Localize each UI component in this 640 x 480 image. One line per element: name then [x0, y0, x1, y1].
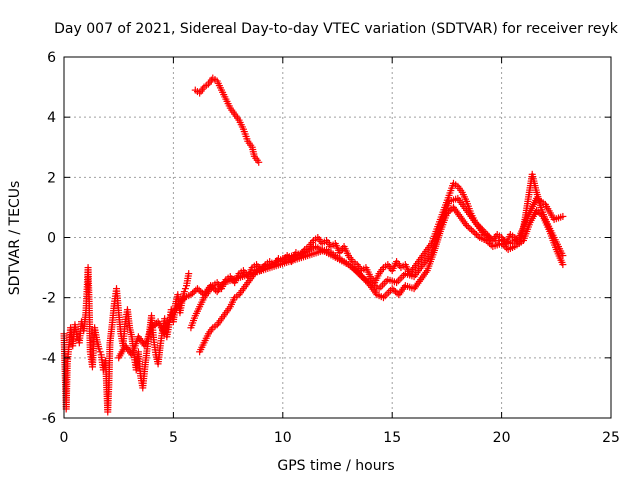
- data-point: [95, 345, 103, 353]
- x-tick-label: 5: [169, 430, 178, 446]
- y-tick-label: 0: [47, 231, 56, 247]
- data-point: [381, 292, 389, 300]
- data-point: [538, 211, 546, 219]
- data-point: [151, 321, 159, 329]
- data-point: [482, 237, 490, 245]
- data-point: [187, 291, 195, 299]
- data-point: [185, 270, 193, 278]
- data-point: [463, 221, 471, 229]
- chart-title: Day 007 of 2021, Sidereal Day-to-day VTE…: [54, 21, 619, 37]
- data-marks: [60, 74, 567, 416]
- data-point: [377, 283, 385, 291]
- x-tick-label: 20: [493, 430, 511, 446]
- series-segment-middle: [115, 194, 567, 362]
- data-point: [534, 208, 542, 216]
- y-tick-label: 4: [47, 110, 56, 126]
- y-tick-label: -4: [42, 351, 56, 367]
- data-point: [74, 336, 82, 344]
- data-point: [487, 241, 495, 249]
- axis-ticks: 0 5 10 15 20 25 -6 -4 -2 0 2 4 6: [42, 50, 620, 446]
- x-axis-label: GPS time / hours: [277, 458, 394, 474]
- y-tick-label: 6: [47, 50, 56, 66]
- data-point: [391, 288, 399, 296]
- x-tick-label: 10: [274, 430, 292, 446]
- y-tick-label: 2: [47, 170, 56, 186]
- data-point: [197, 288, 205, 296]
- data-point: [486, 240, 494, 248]
- data-point: [464, 223, 472, 231]
- data-point: [255, 158, 263, 166]
- data-point: [469, 227, 477, 235]
- data-point: [474, 232, 482, 240]
- x-tick-label: 0: [60, 430, 69, 446]
- data-point: [559, 261, 567, 269]
- series-segment-upper: [191, 74, 263, 166]
- data-point: [96, 348, 104, 356]
- data-point: [466, 224, 474, 232]
- data-point: [181, 285, 189, 293]
- data-point: [501, 243, 509, 251]
- y-tick-label: -6: [42, 411, 56, 427]
- series-segment-lower: [196, 203, 567, 356]
- y-axis-label: SDTVAR / TECUs: [7, 181, 23, 296]
- grid-lines: [64, 57, 611, 418]
- data-point: [190, 288, 198, 296]
- data-point: [394, 277, 402, 285]
- x-tick-label: 15: [383, 430, 401, 446]
- data-point: [382, 277, 390, 285]
- data-point: [388, 285, 396, 293]
- data-point: [208, 283, 216, 291]
- data-point: [148, 324, 156, 332]
- series-segment-main: [187, 170, 567, 332]
- data-point: [210, 285, 218, 293]
- series-segment-early: [60, 264, 193, 416]
- data-point: [471, 229, 479, 237]
- data-point: [149, 322, 157, 330]
- x-tick-label: 25: [602, 430, 620, 446]
- data-point: [193, 285, 201, 293]
- data-point: [180, 288, 188, 296]
- data-point: [195, 286, 203, 294]
- data-point: [390, 286, 398, 294]
- data-point: [536, 209, 544, 217]
- data-point: [472, 230, 480, 238]
- data-point: [484, 238, 492, 246]
- data-point: [468, 226, 476, 234]
- data-point: [189, 289, 197, 297]
- y-tick-label: -2: [42, 291, 56, 307]
- data-point: [207, 282, 215, 290]
- data-point: [559, 212, 567, 220]
- data-point: [533, 206, 541, 214]
- data-point: [400, 271, 408, 279]
